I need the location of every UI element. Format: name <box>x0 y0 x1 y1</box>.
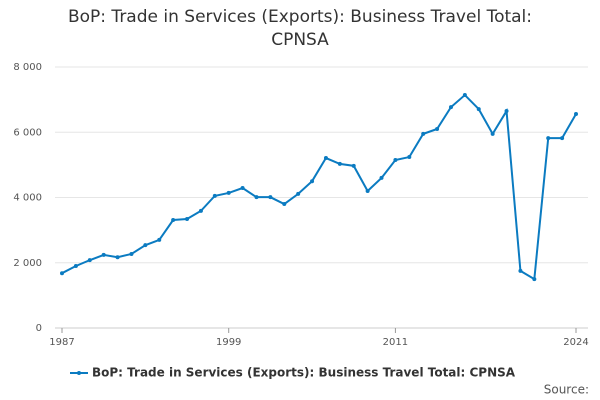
x-tick-label: 2011 <box>383 337 408 348</box>
point <box>185 217 190 222</box>
point <box>435 126 440 131</box>
point <box>365 188 370 193</box>
point <box>546 136 551 141</box>
point <box>448 105 453 110</box>
point <box>421 131 426 136</box>
point <box>393 157 398 162</box>
y-tick-label: 2 000 <box>13 258 42 269</box>
point <box>240 186 245 191</box>
point <box>323 156 328 161</box>
point <box>101 252 106 257</box>
point <box>310 179 315 184</box>
point <box>379 175 384 180</box>
point <box>212 193 217 198</box>
point <box>560 136 565 141</box>
point <box>407 155 412 160</box>
point <box>198 208 203 213</box>
point <box>504 109 509 114</box>
point <box>476 107 481 112</box>
point <box>351 163 356 168</box>
y-tick-label: 6 000 <box>13 127 42 138</box>
legend-label: BoP: Trade in Services (Exports): Busine… <box>92 366 516 380</box>
point <box>115 255 120 260</box>
point <box>296 191 301 196</box>
point <box>268 195 273 200</box>
point <box>87 258 92 263</box>
x-tick-label: 1987 <box>49 337 74 348</box>
point <box>143 243 148 248</box>
y-tick-label: 4 000 <box>13 193 42 204</box>
x-tick-label: 2024 <box>563 337 588 348</box>
point <box>574 111 578 116</box>
y-tick-label: 0 <box>36 323 42 334</box>
point <box>282 202 287 207</box>
legend-marker <box>77 371 81 375</box>
chart-title: BoP: Trade in Services (Exports): Busine… <box>67 7 533 50</box>
point <box>532 277 537 282</box>
point <box>60 271 64 276</box>
point <box>518 268 523 273</box>
point <box>462 93 467 98</box>
source: Source: <box>544 383 589 397</box>
point <box>337 161 342 166</box>
point <box>73 264 78 269</box>
point <box>129 251 134 256</box>
x-tick-label: 1999 <box>216 337 241 348</box>
point <box>254 195 259 200</box>
point <box>171 218 176 223</box>
y-tick-label: 8 000 <box>13 62 42 73</box>
line <box>61 93 577 281</box>
point <box>157 237 162 242</box>
point <box>226 190 231 195</box>
point <box>490 131 495 136</box>
